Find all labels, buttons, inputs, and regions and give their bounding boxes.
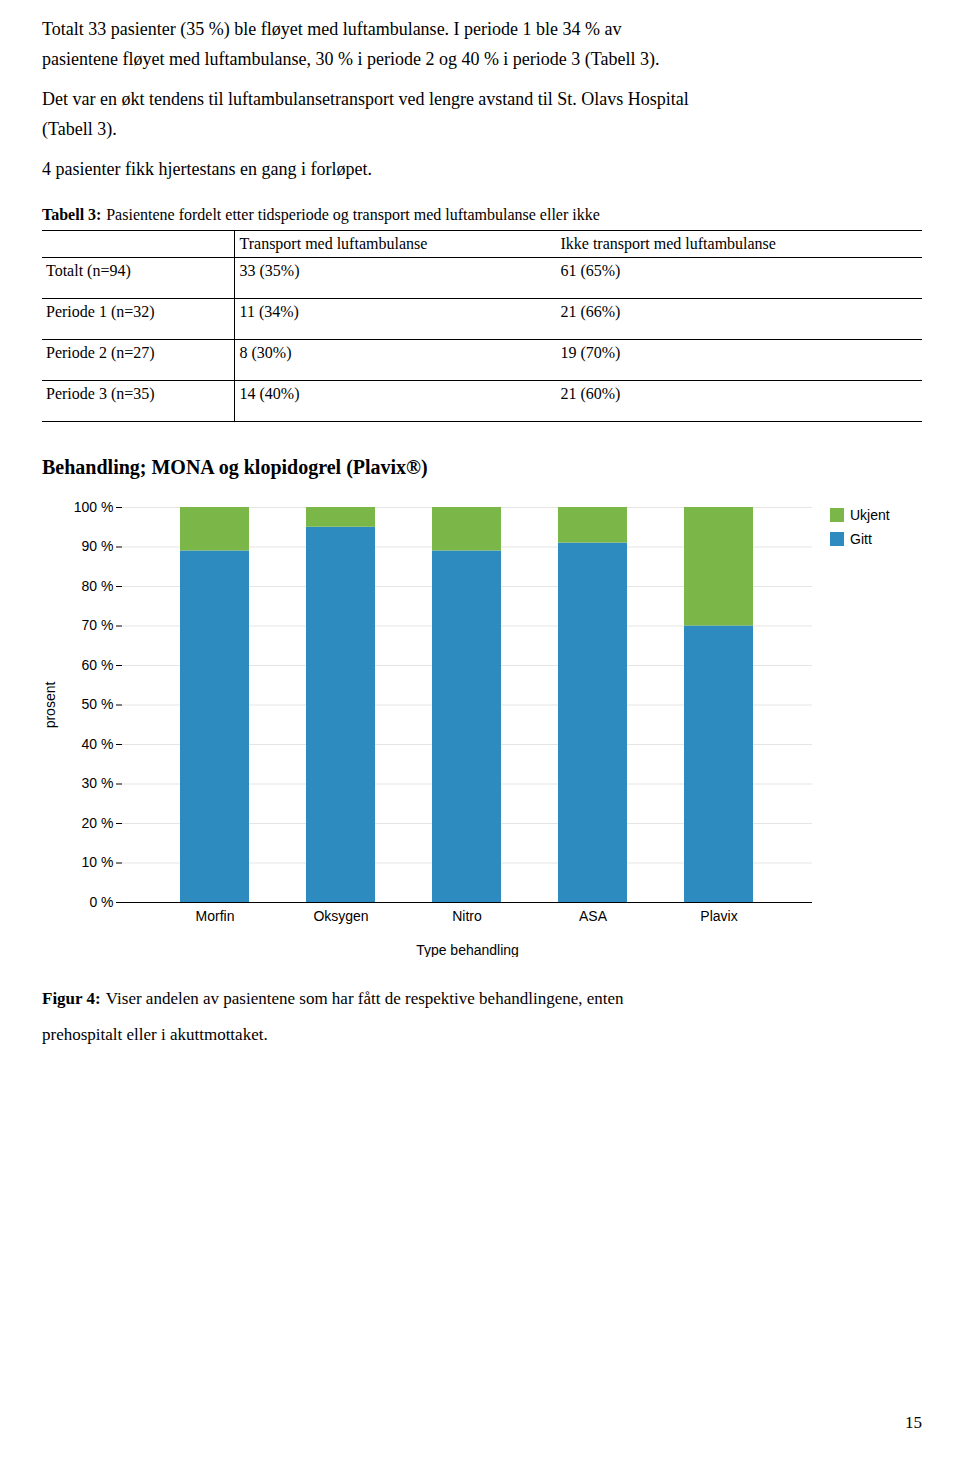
svg-text:0 %: 0 % [89,894,113,910]
svg-text:40 %: 40 % [82,736,114,752]
html-text:Transport med luftambulanse: Transport med luftambulanse [239,235,428,252]
html-text:14 (40%): 14 (40%) [239,385,300,402]
svg-text:90 %: 90 % [82,538,114,554]
html-text:Totalt 33 pasienter (35 %) ble: Totalt 33 pasienter (35 %) ble fløyet me… [42,19,622,39]
svg-text:Type behandling: Type behandling [416,942,519,958]
svg-text:Nitro: Nitro [452,908,482,924]
html-text:61 (65%): 61 (65%) [560,262,621,279]
html-text:pasientene fløyet med luftambu: pasientene fløyet med luftambulanse, 30 … [42,49,660,69]
svg-text:prosent: prosent [42,682,58,729]
html-text:Ukjent: Ukjent [850,507,890,523]
svg-text:30 %: 30 % [82,775,114,791]
html-text:21 (60%): 21 (60%) [560,385,621,402]
svg-text:Morfin: Morfin [196,908,235,924]
html-text:Ikke transport med luftambulan: Ikke transport med luftambulanse [560,235,776,252]
svg-text:50 %: 50 % [82,696,114,712]
html-text:11 (34%): 11 (34%) [239,303,299,320]
html-text:Periode 1 (n=32): Periode 1 (n=32) [46,303,155,320]
html-text:(Tabell 3).: (Tabell 3). [42,119,117,139]
html-text:Behandling; MONA og klopidogre: Behandling; MONA og klopidogrel (Plavix®… [42,456,428,478]
svg-text:Plavix: Plavix [700,908,737,924]
html-text:15: 15 [905,1413,922,1432]
html-text:Periode 2 (n=27): Periode 2 (n=27) [46,344,155,361]
html-text:21 (66%): 21 (66%) [560,303,621,320]
svg-text:100 %: 100 % [74,499,114,515]
html-text:19 (70%): 19 (70%) [560,344,621,361]
html-text:Gitt: Gitt [850,531,872,547]
html-text:4 pasienter fikk hjertestans e: 4 pasienter fikk hjertestans en gang i f… [42,159,372,179]
html-text:Periode 3 (n=35): Periode 3 (n=35) [46,385,155,402]
svg-text:80 %: 80 % [82,578,114,594]
html-text:prehospitalt eller i akuttmott: prehospitalt eller i akuttmottaket. [42,1025,268,1044]
svg-text:60 %: 60 % [82,657,114,673]
html-text:8 (30%): 8 (30%) [239,344,292,361]
html-text:Det var en økt tendens til luf: Det var en økt tendens til luftambulanse… [42,89,689,109]
html-text:Tabell 3: Pasientene fordelt e: Tabell 3: Pasientene fordelt etter tidsp… [42,206,600,223]
svg-text:70 %: 70 % [82,617,114,633]
html-text:Figur 4: Viser andelen av pasi: Figur 4: Viser andelen av pasientene som… [42,989,624,1008]
svg-text:ASA: ASA [579,908,608,924]
html-text:Totalt (n=94): Totalt (n=94) [46,262,131,279]
html-text:33 (35%): 33 (35%) [239,262,300,279]
svg-text:Oksygen: Oksygen [313,908,368,924]
svg-text:20 %: 20 % [82,815,114,831]
svg-text:10 %: 10 % [82,854,114,870]
